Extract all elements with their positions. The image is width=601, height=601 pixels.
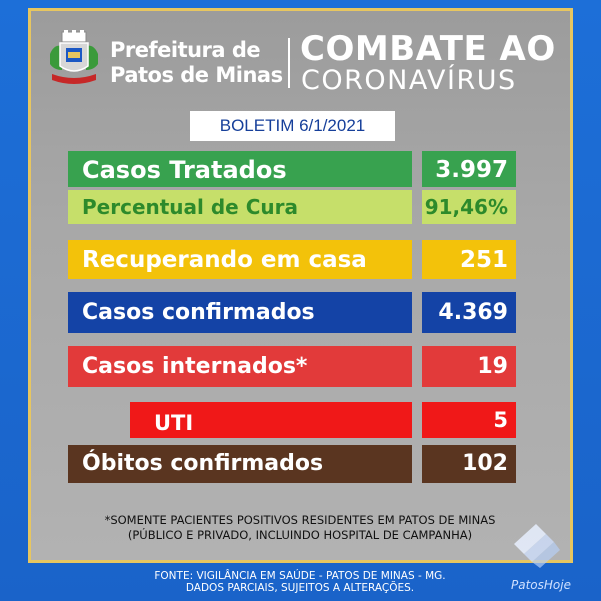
stat-value-treated: 3.997 — [422, 151, 516, 187]
brand-name: PatosHoje — [511, 578, 571, 592]
org-line-2: Patos de Minas — [110, 63, 283, 87]
stat-label-icu: UTI — [130, 402, 412, 438]
stat-value-cure-rate: 91,46% — [422, 190, 516, 224]
source-line-1: FONTE: VIGILÂNCIA EM SAÚDE - PATOS DE MI… — [154, 570, 446, 582]
footnote: *SOMENTE PACIENTES POSITIVOS RESIDENTES … — [70, 513, 530, 543]
source-line-2: DADOS PARCIAIS, SUJEITOS A ALTERAÇÕES. — [185, 582, 415, 594]
stat-label-confirmed: Casos confirmados — [68, 292, 412, 333]
stat-label-hospitalized: Casos internados* — [68, 346, 412, 387]
source-note: FONTE: VIGILÂNCIA EM SAÚDE - PATOS DE MI… — [120, 570, 480, 594]
stat-label-home-recovery: Recuperando em casa — [68, 240, 412, 279]
city-crest-icon — [50, 30, 98, 84]
campaign-subtitle: CORONAVÍRUS — [301, 65, 517, 96]
campaign-title: COMBATE AO — [300, 29, 556, 69]
stat-label-treated: Casos Tratados — [68, 151, 412, 187]
bulletin-date: BOLETIM 6/1/2021 — [190, 111, 395, 141]
stat-value-icu: 5 — [422, 402, 516, 438]
footnote-line-2: (PÚBLICO E PRIVADO, INCLUINDO HOSPITAL D… — [127, 528, 473, 542]
org-line-1: Prefeitura de — [110, 38, 261, 62]
brand-logo-icon — [514, 524, 560, 568]
stat-value-home-recovery: 251 — [422, 240, 516, 279]
footnote-line-1: *SOMENTE PACIENTES POSITIVOS RESIDENTES … — [104, 513, 496, 527]
stat-value-hospitalized: 19 — [422, 346, 516, 387]
header-divider — [288, 38, 290, 88]
org-name: Prefeitura de Patos de Minas — [110, 38, 283, 88]
stat-label-deaths: Óbitos confirmados — [68, 445, 412, 483]
stat-value-deaths: 102 — [422, 445, 516, 483]
stat-label-cure-rate: Percentual de Cura — [68, 190, 412, 224]
stat-value-confirmed: 4.369 — [422, 292, 516, 333]
